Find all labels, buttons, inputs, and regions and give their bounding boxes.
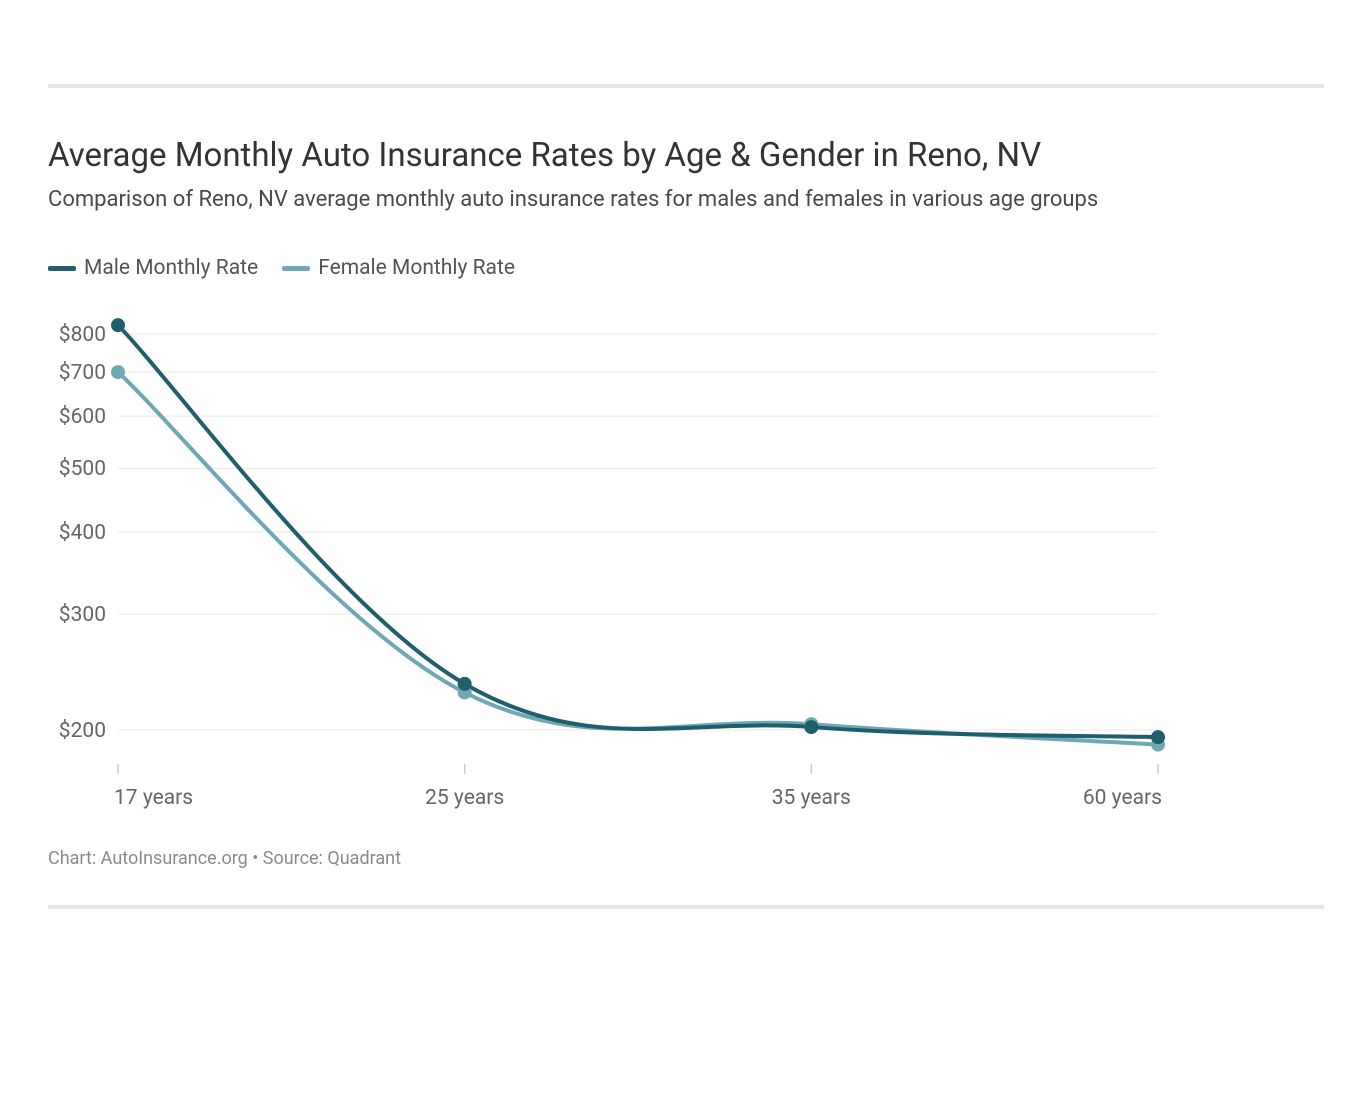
page-container: Average Monthly Auto Insurance Rates by …	[0, 0, 1372, 1104]
svg-text:$700: $700	[59, 361, 106, 385]
line-chart-svg: $200 $300 $400 $500 $600 $700 $800 17 years 25 y…	[48, 300, 1168, 820]
svg-text:35 years: 35 years	[772, 786, 851, 810]
legend-swatch-male	[48, 266, 76, 271]
svg-text:60 years: 60 years	[1083, 786, 1162, 810]
svg-text:17 years: 17 years	[114, 786, 193, 810]
svg-text:$400: $400	[59, 521, 106, 545]
legend-item-male: Male Monthly Rate	[48, 256, 258, 280]
chart-area: $200 $300 $400 $500 $600 $700 $800 17 years 25 y…	[48, 300, 1168, 820]
chart-title: Average Monthly Auto Insurance Rates by …	[48, 136, 1324, 175]
legend-item-female: Female Monthly Rate	[282, 256, 515, 280]
legend-label-female: Female Monthly Rate	[318, 256, 515, 280]
divider-bottom	[48, 905, 1324, 909]
svg-text:$300: $300	[59, 603, 106, 627]
legend: Male Monthly Rate Female Monthly Rate	[48, 256, 1324, 280]
svg-text:$200: $200	[59, 719, 106, 743]
svg-text:$500: $500	[59, 457, 106, 481]
divider-top	[48, 84, 1324, 88]
svg-text:$800: $800	[59, 323, 106, 347]
chart-credit: Chart: AutoInsurance.org • Source: Quadr…	[48, 848, 1324, 869]
chart-subtitle: Comparison of Reno, NV average monthly a…	[48, 187, 1324, 212]
legend-label-male: Male Monthly Rate	[84, 256, 258, 280]
legend-swatch-female	[282, 266, 310, 271]
svg-text:25 years: 25 years	[425, 786, 504, 810]
svg-text:$600: $600	[59, 405, 106, 429]
